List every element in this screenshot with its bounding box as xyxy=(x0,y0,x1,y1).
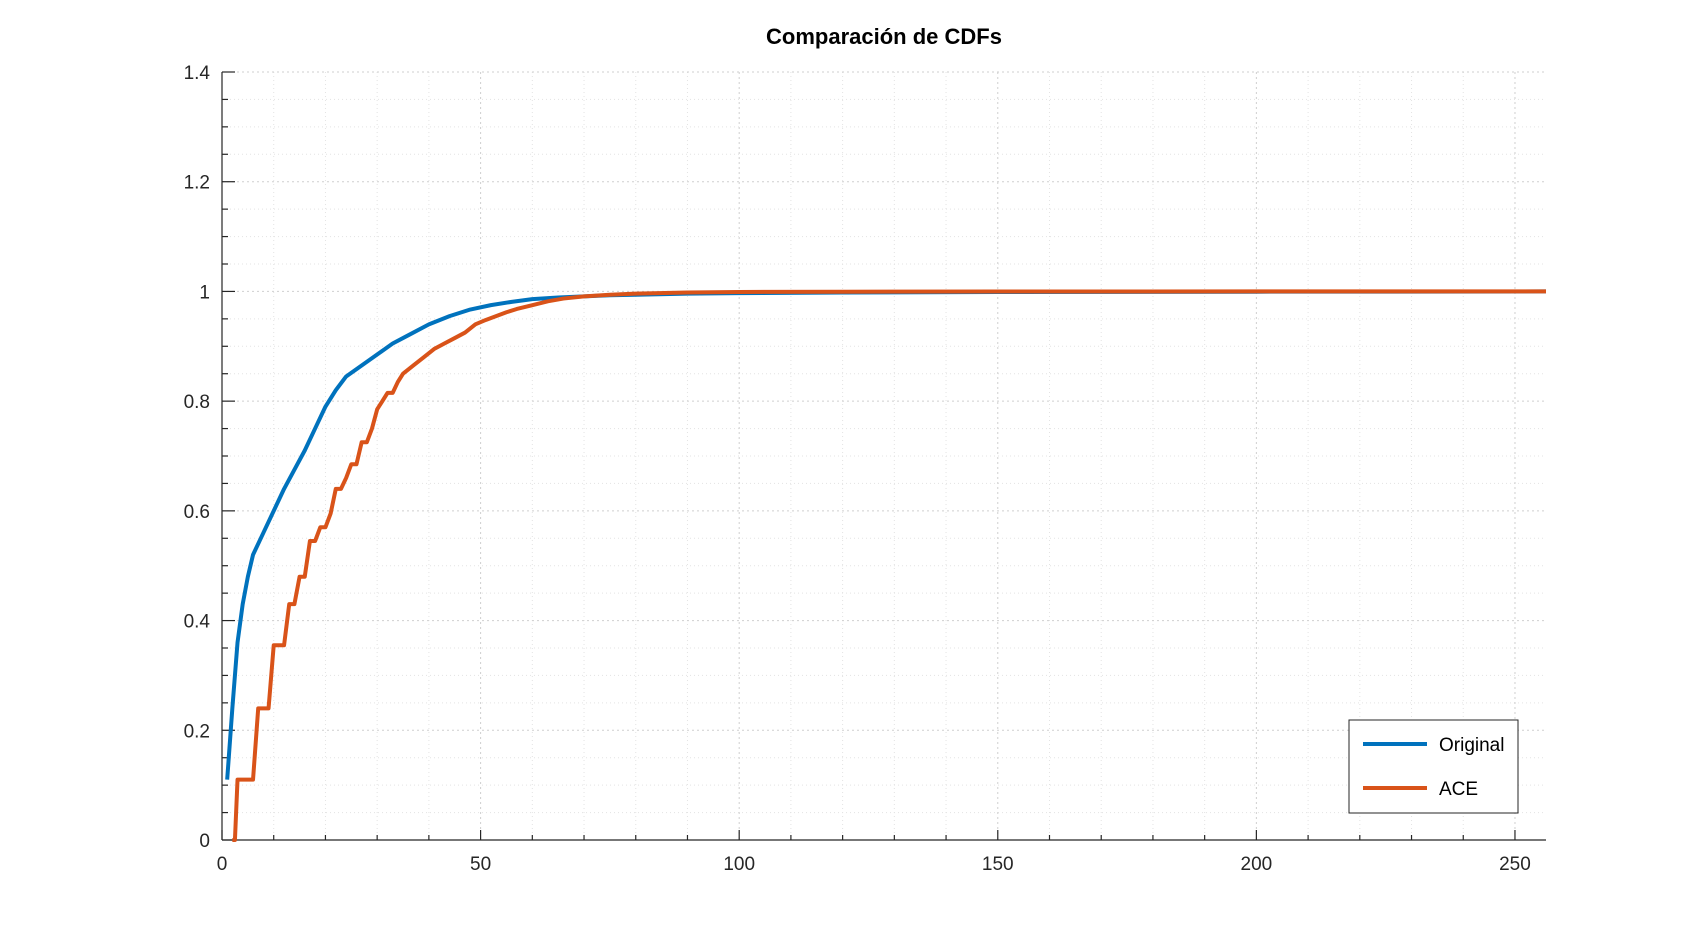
legend-box xyxy=(1348,719,1519,814)
x-tick-label: 100 xyxy=(723,854,755,875)
minor-grid xyxy=(222,72,1546,840)
x-tick-label: 200 xyxy=(1241,854,1273,875)
legend: Original ACE xyxy=(1348,719,1519,814)
y-tick-label: 0.6 xyxy=(184,502,210,523)
series-layer xyxy=(225,289,1547,842)
series-line-ace xyxy=(232,289,1546,842)
x-tick-label: 50 xyxy=(470,854,491,875)
plot-area xyxy=(222,72,1546,840)
y-tick-label: 1.2 xyxy=(184,173,210,194)
x-tick-label: 150 xyxy=(982,854,1014,875)
x-tick-label: 250 xyxy=(1499,854,1531,875)
legend-label-ace: ACE xyxy=(1439,779,1478,800)
y-tick-label: 0.8 xyxy=(184,392,210,413)
y-tick-label: 0.2 xyxy=(184,721,210,742)
chart-title: Comparación de CDFs xyxy=(766,24,1002,49)
x-tick-label: 0 xyxy=(217,854,228,875)
y-tick-label: 1.4 xyxy=(184,63,211,84)
y-tick-label: 0 xyxy=(199,831,210,852)
y-tick-label: 1 xyxy=(199,282,210,303)
y-tick-label: 0.4 xyxy=(184,612,211,633)
legend-label-original: Original xyxy=(1439,735,1504,756)
axes: 0 50 100 150 200 250 0 0.2 0.4 0.6 0.8 1 1.2 1.4 xyxy=(184,63,1546,875)
